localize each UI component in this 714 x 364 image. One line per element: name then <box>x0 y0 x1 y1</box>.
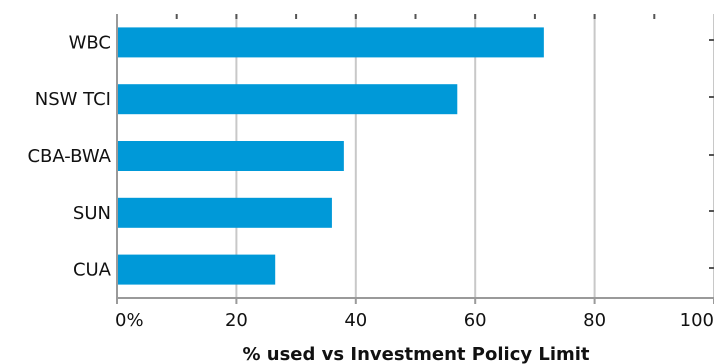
bar-nsw-tci <box>117 84 458 115</box>
x-tick-labels: 0% 20 40 60 80 100 <box>115 310 714 331</box>
bar-sun <box>117 197 332 228</box>
x-tick-label: 100 <box>680 310 714 331</box>
x-tick-label: 60 <box>464 310 487 331</box>
bar-cua <box>117 254 276 285</box>
x-tick-label: 40 <box>344 310 367 331</box>
x-tick-label: 20 <box>225 310 248 331</box>
category-label: WBC <box>69 32 111 53</box>
axes <box>116 14 714 304</box>
bars <box>117 27 544 285</box>
category-labels: WBC NSW TCI CBA-BWA SUN CUA <box>27 32 111 280</box>
x-tick-label: 0% <box>115 310 144 331</box>
category-label: NSW TCI <box>35 89 111 110</box>
category-label: SUN <box>73 203 111 224</box>
category-label: CUA <box>73 260 112 281</box>
bar-cba-bwa <box>117 141 344 171</box>
x-axis-title: % used vs Investment Policy Limit <box>242 344 589 364</box>
bar-wbc <box>117 27 544 58</box>
category-label: CBA-BWA <box>27 146 111 167</box>
x-tick-label: 80 <box>583 310 606 331</box>
